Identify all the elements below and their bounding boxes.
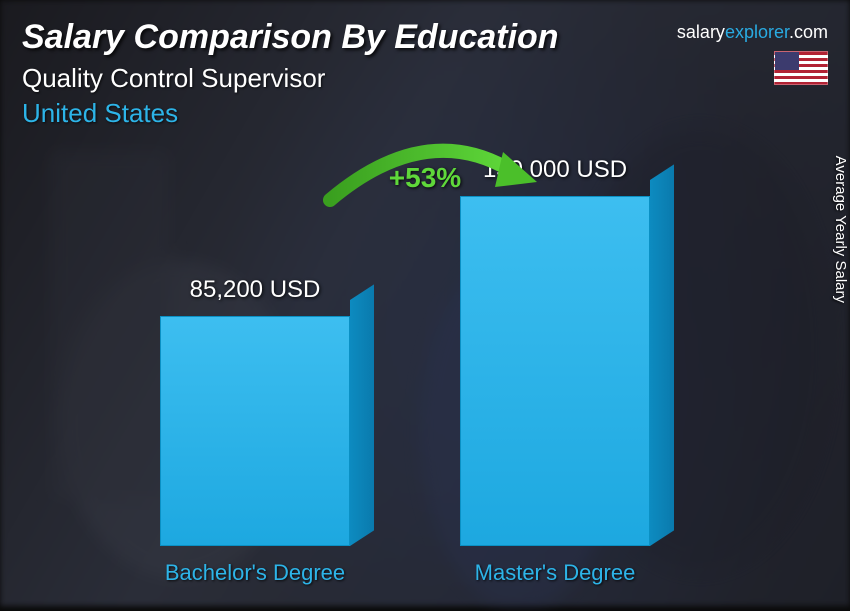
bar-category-label: Bachelor's Degree [165, 560, 345, 586]
bar-value-label: 85,200 USD [190, 276, 321, 304]
brand-plain: salary [677, 22, 725, 42]
bar-category-label: Master's Degree [475, 560, 636, 586]
bar-shape [160, 316, 350, 546]
increase-arrow: +53% [295, 130, 555, 220]
bar-front-face [460, 196, 650, 546]
bar-masters: 130,000 USD Master's Degree [460, 156, 650, 586]
percentage-increase: +53% [389, 162, 461, 194]
bar-front-face [160, 316, 350, 546]
brand-tld: .com [789, 22, 828, 42]
y-axis-label: Average Yearly Salary [832, 156, 849, 303]
bar-chart: 85,200 USD Bachelor's Degree 130,000 USD… [0, 156, 810, 586]
brand-accent: explorer [725, 22, 789, 42]
brand-block: salaryexplorer.com [677, 22, 828, 85]
us-flag-icon [774, 51, 828, 85]
bar-side-face [350, 284, 374, 546]
brand-name: salaryexplorer.com [677, 22, 828, 43]
bar-side-face [650, 164, 674, 546]
country-label: United States [22, 98, 828, 129]
bar-bachelors: 85,200 USD Bachelor's Degree [160, 276, 350, 586]
bar-shape [460, 196, 650, 546]
